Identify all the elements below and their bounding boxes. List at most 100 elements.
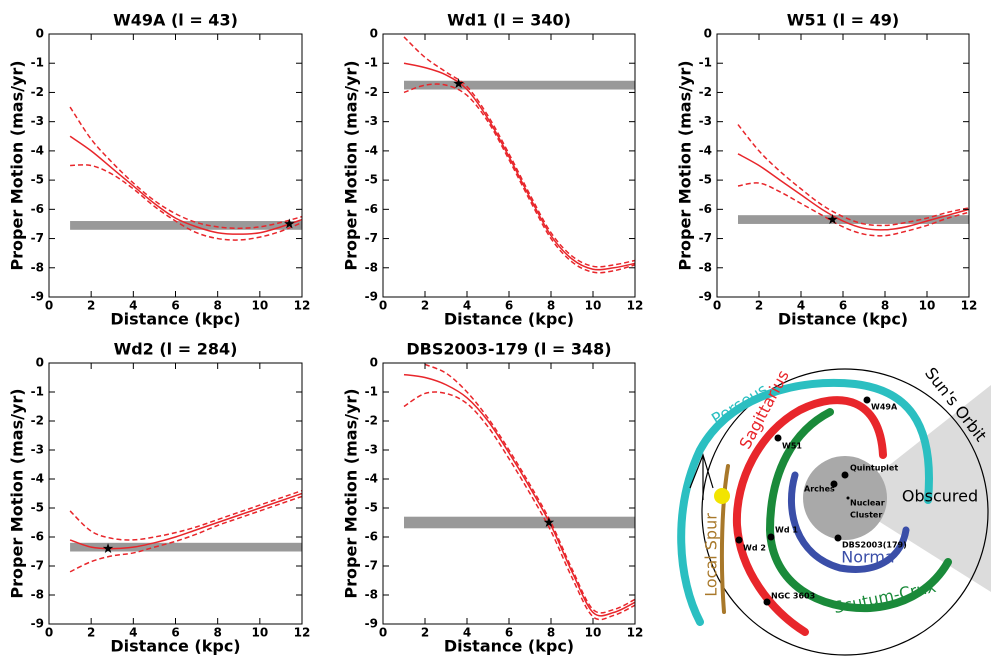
- y-tick-label: -4: [31, 143, 44, 157]
- plot-area: [403, 36, 635, 274]
- x-tick-label: 2: [755, 299, 763, 313]
- curve: [737, 153, 969, 231]
- x-tick-label: 4: [129, 299, 137, 313]
- y-tick-label: -7: [365, 231, 378, 245]
- chart-title: Wd1 (l = 340): [447, 11, 571, 30]
- x-tick-label: 8: [547, 626, 555, 640]
- y-tick-label: -5: [31, 173, 44, 187]
- y-tick-label: -5: [365, 173, 378, 187]
- y-tick-label: 0: [704, 27, 712, 41]
- direction-arrow: [689, 453, 714, 500]
- y-tick-label: -5: [31, 501, 44, 515]
- curve: [69, 106, 302, 230]
- curve: [403, 373, 635, 617]
- wd1-label: Wd 1: [775, 526, 798, 535]
- y-tick-label: -1: [365, 385, 378, 399]
- x-tick-label: 0: [379, 626, 387, 640]
- w51-point: [774, 434, 782, 442]
- y-tick-label: -8: [365, 260, 378, 274]
- axes-frame: [48, 362, 303, 625]
- wd2-label: Wd 2: [743, 544, 766, 553]
- x-tick-label: 10: [251, 299, 268, 313]
- nuclear-region: [803, 456, 887, 540]
- y-tick-label: 0: [36, 27, 44, 41]
- ngc3603-label: NGC 3603: [771, 592, 815, 601]
- x-tick-label: 2: [421, 299, 429, 313]
- y-tick-label: -4: [31, 472, 44, 486]
- perseus-arm: [677, 378, 933, 626]
- y-tick-label: -8: [31, 260, 44, 274]
- y-tick-label: -4: [699, 143, 712, 157]
- y-tick-label: -3: [31, 114, 44, 128]
- x-tick-label: 4: [797, 299, 805, 313]
- range-band: [70, 542, 302, 552]
- x-tick-label: 0: [45, 626, 53, 640]
- chart-title: W49A (l = 43): [113, 11, 238, 30]
- w49a-label: W49A: [871, 403, 898, 412]
- curve: [424, 363, 635, 614]
- w49a-point: [863, 396, 871, 404]
- y-tick-label: -7: [31, 231, 44, 245]
- y-tick-label: 0: [36, 356, 44, 370]
- y-tick-label: -2: [31, 414, 44, 428]
- plot-area: [69, 106, 302, 241]
- x-tick-label: 0: [45, 299, 53, 313]
- x-axis-label: Distance (kpc): [110, 310, 240, 329]
- norma-label: Norma: [841, 548, 894, 567]
- x-tick-label: 6: [171, 626, 179, 640]
- x-tick-label: 6: [505, 626, 513, 640]
- obscured-wedge: [845, 385, 991, 592]
- y-tick-label: -5: [699, 173, 712, 187]
- y-axis-label: Proper Motion (mas/yr): [342, 60, 361, 270]
- y-tick-label: -9: [365, 290, 378, 304]
- axes-frame: [382, 362, 636, 625]
- arches-point: [830, 480, 838, 488]
- y-axis-label: Proper Motion (mas/yr): [342, 388, 361, 598]
- local-spur-label: Local Spur: [702, 513, 721, 597]
- x-tick-label: 4: [463, 299, 471, 313]
- star-marker: [827, 214, 838, 225]
- dbs-point: [834, 534, 842, 542]
- y-tick-label: -1: [31, 56, 44, 70]
- axes-frame: [716, 33, 970, 298]
- y-tick-label: -6: [365, 202, 378, 216]
- w51-label: W51: [782, 442, 802, 451]
- star-marker: [284, 218, 295, 229]
- arches-label: Arches: [804, 485, 835, 494]
- y-tick-label: -8: [699, 260, 712, 274]
- x-tick-label: 12: [294, 626, 311, 640]
- x-tick-label: 12: [627, 299, 644, 313]
- y-tick-label: -3: [31, 443, 44, 457]
- x-tick-label: 2: [87, 626, 95, 640]
- x-tick-label: 8: [547, 299, 555, 313]
- plot-area: [737, 124, 969, 237]
- y-axis-label: Proper Motion (mas/yr): [8, 388, 27, 598]
- star-marker: [543, 517, 555, 527]
- plot-area: [69, 489, 302, 573]
- range-band: [70, 221, 302, 230]
- y-tick-label: 0: [370, 356, 378, 370]
- curve: [69, 495, 302, 573]
- curve: [737, 124, 969, 227]
- curve: [70, 164, 302, 241]
- x-tick-label: 6: [505, 299, 513, 313]
- x-tick-label: 12: [961, 299, 978, 313]
- y-tick-label: -8: [365, 588, 378, 602]
- obscured-label: Obscured: [902, 487, 978, 506]
- y-tick-label: -6: [31, 530, 44, 544]
- star-marker: [102, 543, 114, 554]
- x-axis-label: Distance (kpc): [444, 637, 574, 656]
- curve: [403, 83, 635, 274]
- x-tick-label: 2: [421, 626, 429, 640]
- x-tick-label: 8: [881, 299, 889, 313]
- chart-title: W51 (l = 49): [787, 11, 899, 30]
- y-axis-label: Proper Motion (mas/yr): [8, 60, 27, 270]
- y-tick-label: -3: [365, 114, 378, 128]
- y-tick-label: -9: [699, 290, 712, 304]
- x-axis-label: Distance (kpc): [110, 637, 240, 656]
- local-spur: [719, 464, 730, 614]
- axes-frame: [382, 33, 636, 298]
